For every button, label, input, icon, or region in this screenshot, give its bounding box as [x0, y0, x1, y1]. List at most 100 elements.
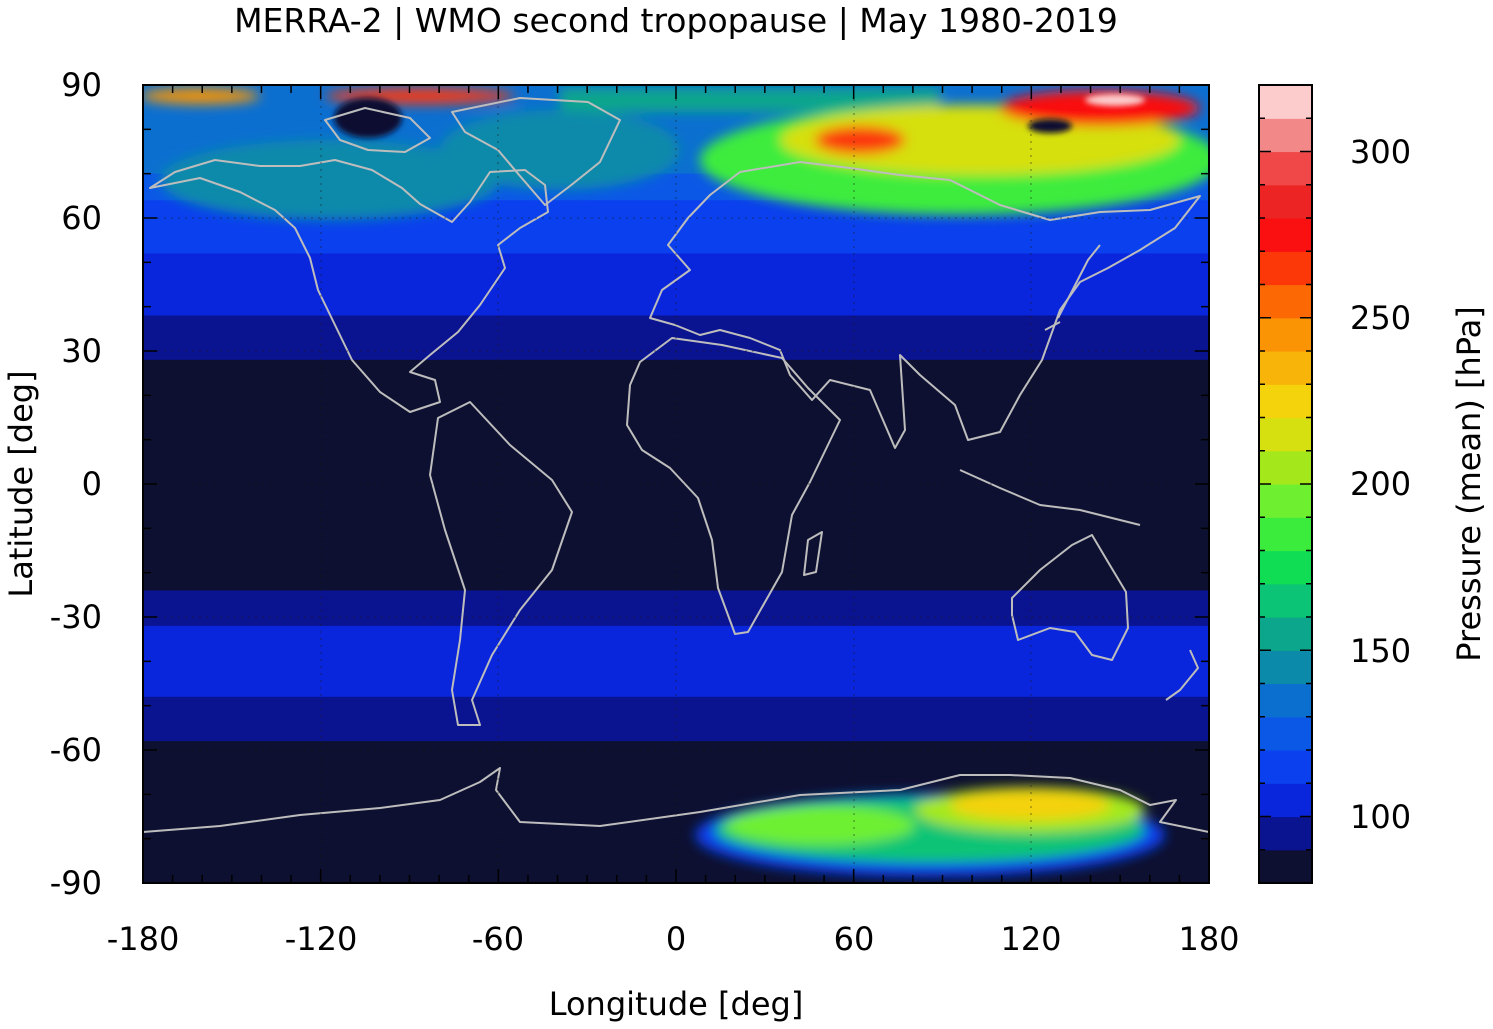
field-band	[143, 315, 1209, 325]
field-band	[143, 475, 1209, 485]
field-band	[143, 244, 1209, 255]
coast-greenland	[451, 97, 621, 206]
y-tick-label: 60	[61, 199, 102, 237]
chart-title: MERRA-2 | WMO second tropopause | May 19…	[234, 1, 1118, 40]
field-band	[143, 173, 1209, 184]
field-band	[143, 182, 1209, 192]
x-tick-label: 0	[666, 920, 686, 958]
grid	[143, 85, 1209, 883]
y-tick-label: -90	[50, 864, 102, 902]
field-band	[143, 723, 1209, 733]
colorbar	[1259, 85, 1312, 884]
field-band	[143, 581, 1209, 591]
field-band	[143, 288, 1209, 299]
arctic-dark-spots	[334, 94, 1145, 138]
colorbar-swatch	[1259, 184, 1312, 219]
field-band	[143, 155, 1209, 166]
field-band	[143, 191, 1209, 201]
field-band	[143, 572, 1209, 583]
field-band	[143, 750, 1209, 760]
field-band	[143, 226, 1209, 237]
colorbar-tick-label: 250	[1350, 299, 1411, 337]
field-band	[143, 554, 1209, 565]
minor-ticks	[142, 84, 1210, 884]
colorbar-swatch	[1259, 517, 1312, 552]
colorbar-swatch	[1259, 650, 1312, 685]
arctic-atlantic-teal	[440, 110, 680, 190]
colorbar-swatch	[1259, 317, 1312, 352]
colorbar-ticks	[1259, 84, 1312, 884]
field-band	[143, 306, 1209, 317]
x-tick-labels: -180 -120 -60 0 60 120 180	[107, 920, 1240, 958]
field-band	[143, 785, 1209, 795]
colorbar-swatch	[1259, 85, 1312, 119]
colorbar-swatch	[1259, 750, 1312, 784]
field-band	[143, 492, 1209, 503]
y-tick-label: 0	[82, 465, 102, 503]
colorbar-swatch	[1259, 484, 1312, 518]
field-band	[143, 510, 1209, 521]
y-tick-label: -60	[50, 731, 102, 769]
field-band	[143, 617, 1209, 627]
field-band	[143, 386, 1209, 396]
y-tick-labels: 90 60 30 0 -30 -60 -90	[50, 66, 102, 902]
field-band	[143, 838, 1209, 849]
coast-indonesia	[959, 469, 1141, 526]
colorbar-swatch	[1259, 151, 1312, 186]
field-band	[143, 324, 1209, 334]
colorbar-swatch	[1259, 849, 1312, 884]
field-band	[143, 280, 1209, 290]
field-band	[143, 120, 1209, 130]
colorbar-swatch	[1259, 550, 1312, 585]
field-band	[143, 421, 1209, 432]
field-band	[143, 625, 1209, 636]
field-band	[143, 643, 1209, 654]
field-band	[143, 439, 1209, 450]
colorbar-tick-labels: 100 150 200 250 300	[1350, 133, 1411, 836]
field-band	[143, 359, 1209, 370]
antarctic-plateau	[695, 787, 1165, 877]
colorbar-swatch	[1259, 716, 1312, 751]
colorbar-swatch	[1259, 617, 1312, 651]
field-band	[143, 546, 1209, 556]
field-band	[143, 820, 1209, 831]
colorbar-swatch	[1259, 816, 1312, 851]
field-band	[143, 758, 1209, 769]
colorbar-swatch	[1259, 118, 1312, 153]
colorbar-swatch	[1259, 783, 1312, 818]
coast-antarctica	[143, 767, 1209, 833]
greenland-dark-spot	[334, 98, 402, 138]
coast-new-zealand	[1165, 649, 1199, 701]
y-axis-label: Latitude [deg]	[2, 370, 40, 597]
x-tick-label: 60	[834, 920, 875, 958]
colorbar-swatch	[1259, 683, 1312, 718]
x-axis-label: Longitude [deg]	[549, 985, 804, 1023]
coast-australia	[1011, 534, 1129, 661]
field-band	[143, 705, 1209, 716]
coast-north-america	[149, 159, 549, 413]
colorbar-swatch	[1259, 583, 1312, 618]
colorbar-swatch	[1259, 384, 1312, 419]
coast-south-america	[429, 401, 573, 726]
field-band	[143, 776, 1209, 787]
arctic-east-red	[1000, 90, 1200, 126]
field-band	[143, 218, 1209, 228]
arctic-greenland-orange	[143, 88, 260, 104]
field-band	[143, 351, 1209, 361]
colorbar-swatch	[1259, 251, 1312, 286]
coast-japan	[1044, 244, 1101, 331]
peak-pink	[1085, 94, 1145, 106]
coast-arctic-islands	[324, 107, 431, 153]
field-band	[143, 457, 1209, 467]
field-band	[143, 741, 1209, 751]
field-band	[143, 209, 1209, 219]
field-band	[143, 413, 1209, 423]
field-band	[143, 608, 1209, 618]
colorbar-swatch	[1259, 450, 1312, 485]
field-band	[143, 377, 1209, 388]
y-tick-label: -30	[50, 598, 102, 636]
colorbar-tick-label: 200	[1350, 465, 1411, 503]
colorbar-tick-label: 100	[1350, 798, 1411, 836]
field-band	[143, 519, 1209, 529]
